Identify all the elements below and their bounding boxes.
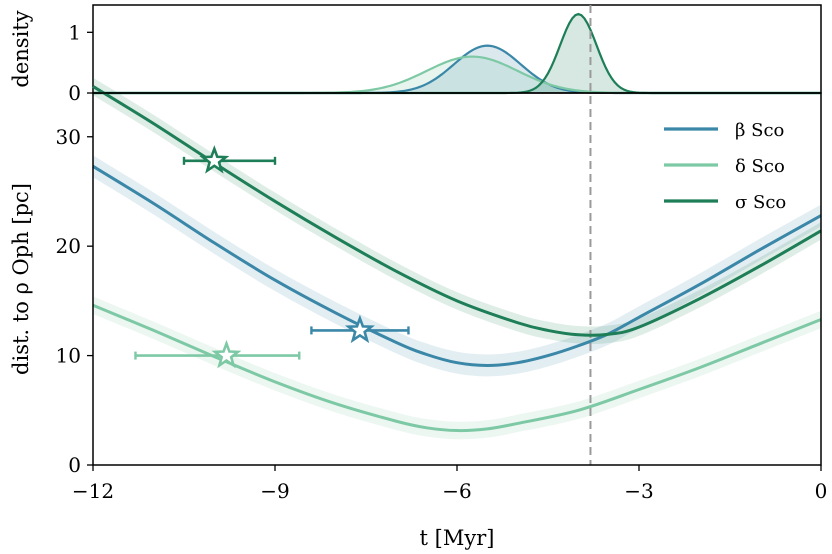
xtick-label: −12 (72, 479, 114, 503)
band-beta-sco (93, 155, 821, 377)
ytick-label: 0 (68, 453, 81, 477)
legend-item-delta-sco: δ Sco (664, 156, 785, 177)
distance-lines (92, 85, 822, 433)
x-axis-label: t [Myr] (420, 526, 495, 550)
errorbar-delta-sco (134, 351, 301, 360)
ytick-label: 30 (56, 125, 81, 149)
xtick-label: 0 (815, 479, 828, 503)
legend-item-sigma-sco: σ Sco (664, 192, 786, 213)
density-fill-beta-sco (93, 45, 821, 93)
line-beta-sco (92, 165, 822, 367)
legend-label: σ Sco (735, 192, 786, 213)
ytick-label: 10 (56, 344, 81, 368)
legend-item-beta-sco: β Sco (664, 120, 784, 141)
top-ytick-label: 1 (68, 20, 81, 44)
top-density-fills (93, 14, 821, 94)
top-panel: 01 density (9, 4, 822, 105)
line-sigma-sco (92, 85, 822, 337)
xtick-label: −9 (260, 479, 289, 503)
star-marker-sigma-sco (199, 145, 230, 174)
star-marker-beta-sco (344, 314, 375, 344)
star-markers (134, 145, 410, 369)
top-y-axis-label: density (9, 10, 33, 87)
xtick-label: −3 (624, 479, 653, 503)
main-y-ticks: 0 10 20 30 (56, 125, 93, 477)
density-fill-delta-sco (93, 56, 821, 93)
uncertainty-bands (93, 77, 821, 440)
legend-label: β Sco (735, 120, 784, 141)
top-y-ticks: 01 (68, 20, 93, 105)
ytick-label: 20 (56, 234, 81, 258)
star-marker-delta-sco (211, 339, 242, 369)
xtick-label: −6 (442, 479, 471, 503)
main-x-ticks: −12 −9 −6 −3 0 (72, 465, 827, 503)
errorbar-sigma-sco (182, 156, 277, 165)
y-axis-label: dist. to ρ Oph [pc] (9, 183, 33, 375)
top-ytick-label: 0 (68, 81, 81, 105)
legend-label: δ Sco (735, 156, 785, 177)
legend: β Sco δ Sco σ Sco (664, 120, 786, 213)
band-sigma-sco (93, 77, 821, 345)
